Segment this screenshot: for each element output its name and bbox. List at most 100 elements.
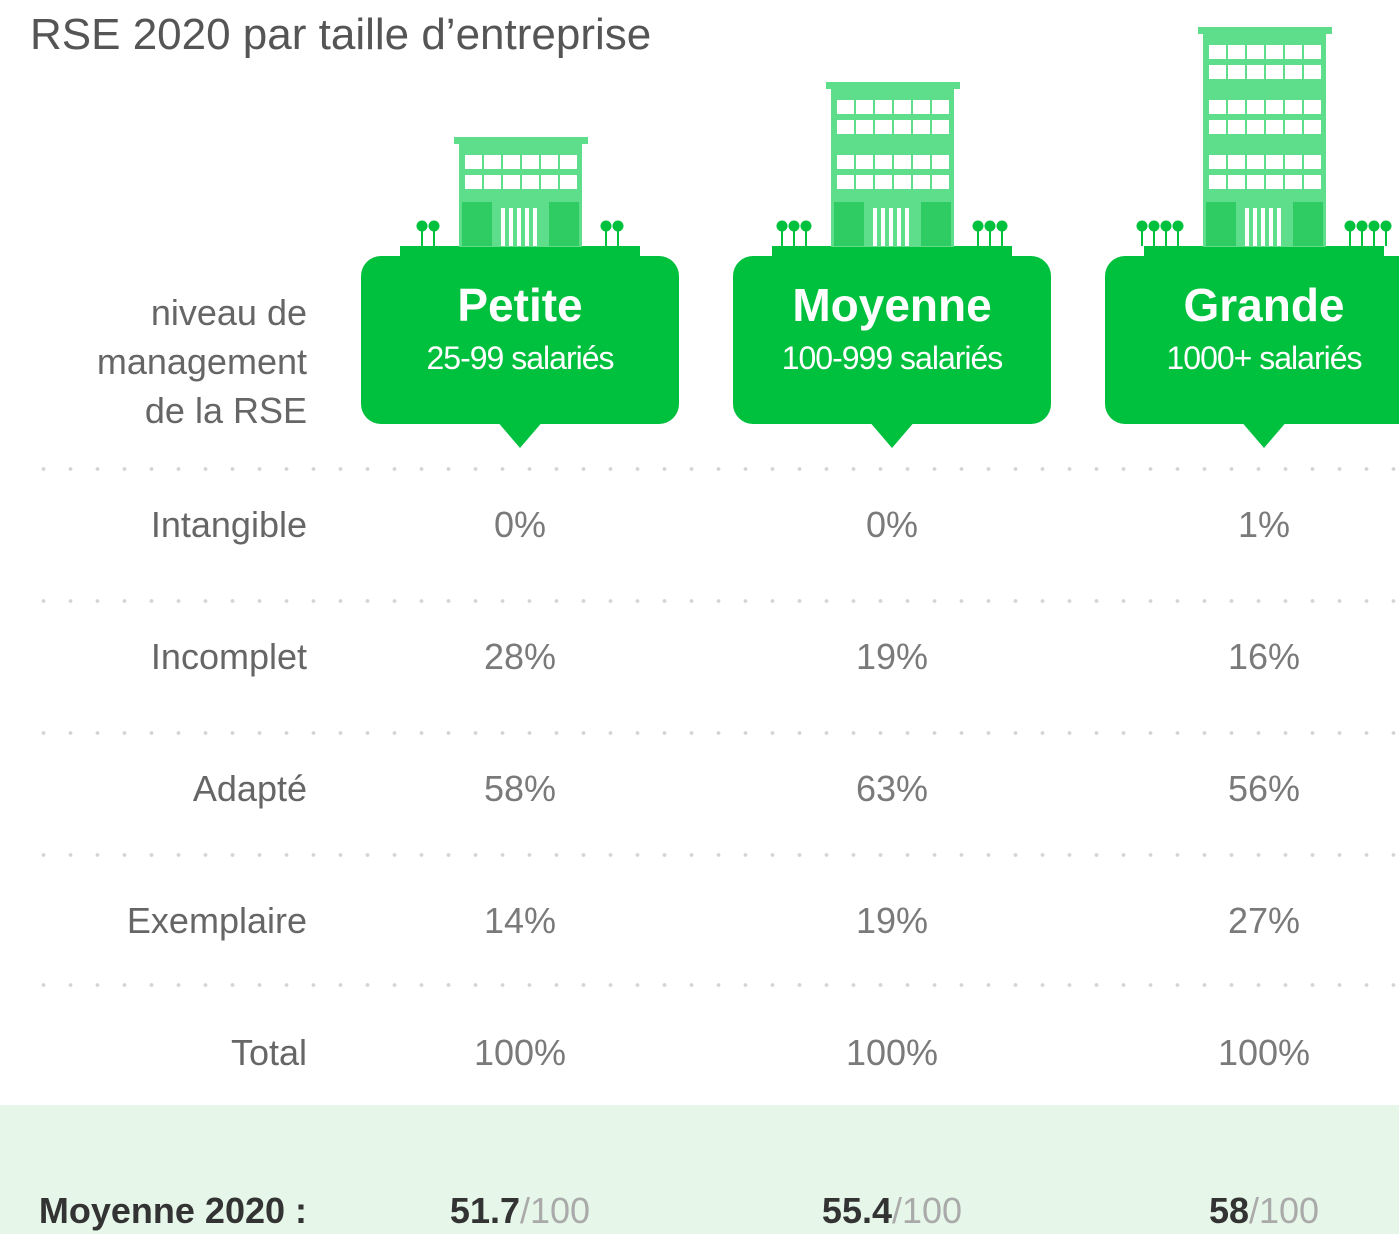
building-part: [1285, 45, 1302, 59]
building-part: [977, 226, 979, 246]
cell: 100%: [845, 1032, 939, 1073]
cell: 19%: [855, 636, 929, 677]
row-divider: [30, 852, 1399, 858]
building-part: [837, 175, 854, 189]
row-label: Incomplet: [150, 636, 307, 677]
building-part: [894, 175, 911, 189]
building-part: [932, 100, 949, 114]
building-part: [496, 420, 544, 448]
building-part: [805, 226, 807, 246]
building-part: [1349, 226, 1351, 246]
building-part: [826, 82, 960, 89]
building-part: [1368, 220, 1380, 232]
column-range: 100-999 salariés: [781, 340, 1004, 376]
cell: 16%: [1227, 636, 1301, 677]
building-part: [1209, 100, 1226, 114]
building-part: [1247, 45, 1264, 59]
building-part: [875, 100, 892, 114]
score: 51.7/100: [370, 1190, 670, 1232]
cell: 1%: [1237, 504, 1291, 545]
header-line: management: [96, 341, 307, 382]
building-part: [913, 120, 930, 134]
building-part: [1247, 175, 1264, 189]
cell: 19%: [855, 900, 929, 941]
footer-label: Moyenne 2020 :: [38, 1190, 307, 1231]
building-part: [560, 175, 577, 189]
building-part: [1228, 175, 1245, 189]
building-part: [1144, 246, 1384, 256]
building-part: [984, 220, 996, 232]
score: 58/100: [1114, 1190, 1399, 1232]
building-part: [525, 208, 529, 246]
building-part: [1285, 155, 1302, 169]
cell: 27%: [1227, 900, 1301, 941]
score-suffix: /100: [892, 1190, 963, 1231]
building-part: [465, 175, 482, 189]
building-part: [1240, 420, 1288, 448]
header-label: niveau de management de la RSE: [97, 288, 307, 435]
building-part: [1247, 120, 1264, 134]
building-part: [612, 220, 624, 232]
building-part: [1209, 120, 1226, 134]
building-part: [541, 175, 558, 189]
building-part: [1209, 175, 1226, 189]
score-value: 58: [1208, 1190, 1249, 1231]
building-part: [834, 202, 864, 246]
building-part: [484, 155, 501, 169]
building-part: [1293, 202, 1323, 246]
building-part: [1136, 220, 1148, 232]
row-divider: [30, 466, 1399, 472]
column-name: Moyenne: [792, 279, 992, 331]
building-part: [875, 155, 892, 169]
building-part: [1266, 45, 1283, 59]
building-part: [1228, 120, 1245, 134]
building-part: [1209, 155, 1226, 169]
building-part: [533, 208, 537, 246]
column-name: Grande: [1183, 279, 1345, 331]
building-part: [897, 208, 901, 246]
building-part: [454, 137, 588, 144]
building-part: [1198, 27, 1332, 34]
building-part: [1385, 226, 1387, 246]
building-part: [1001, 226, 1003, 246]
building-part: [905, 208, 909, 246]
building-part: [1261, 208, 1265, 246]
building-part: [837, 120, 854, 134]
building-part: [781, 226, 783, 246]
building-part: [856, 175, 873, 189]
building-part: [400, 246, 640, 256]
building-part: [856, 155, 873, 169]
building-part: [1285, 175, 1302, 189]
building-part: [1245, 208, 1249, 246]
building-part: [875, 120, 892, 134]
building-part: [837, 155, 854, 169]
title: RSE 2020 par taille d’entreprise: [30, 10, 652, 59]
score-value: 55.4: [821, 1190, 892, 1231]
building-part: [549, 202, 579, 246]
building-part: [913, 175, 930, 189]
building-part: [501, 208, 505, 246]
building-part: [462, 202, 492, 246]
building-part: [932, 120, 949, 134]
cell: 0%: [865, 504, 919, 545]
building-part: [416, 220, 428, 232]
building-part: [793, 226, 795, 246]
building-part: [989, 226, 991, 246]
building-part: [428, 220, 440, 232]
score-suffix: /100: [1248, 1190, 1320, 1231]
building-part: [875, 175, 892, 189]
building-part: [1356, 220, 1368, 232]
building-part: [541, 155, 558, 169]
building-part: [1304, 65, 1321, 79]
building-part: [913, 100, 930, 114]
building-part: [503, 155, 520, 169]
column-header: Grande 1000+ salariés: [1105, 256, 1399, 424]
building-part: [503, 175, 520, 189]
building-part: [881, 208, 885, 246]
building-part: [1373, 226, 1375, 246]
building-part: [1247, 100, 1264, 114]
building-part: [1228, 65, 1245, 79]
building-part: [1344, 220, 1356, 232]
building-part: [1153, 226, 1155, 246]
building-part: [1141, 226, 1143, 246]
